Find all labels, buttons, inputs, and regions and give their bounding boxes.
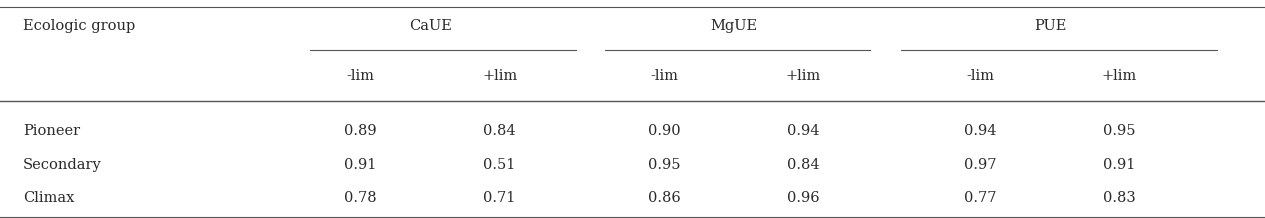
Text: 0.96: 0.96	[787, 191, 820, 205]
Text: 0.83: 0.83	[1103, 191, 1136, 205]
Text: PUE: PUE	[1034, 19, 1066, 33]
Text: Pioneer: Pioneer	[23, 124, 80, 138]
Text: +lim: +lim	[1102, 69, 1137, 83]
Text: +lim: +lim	[786, 69, 821, 83]
Text: -lim: -lim	[347, 69, 374, 83]
Text: +lim: +lim	[482, 69, 517, 83]
Text: 0.89: 0.89	[344, 124, 377, 138]
Text: 0.86: 0.86	[648, 191, 681, 205]
Text: 0.94: 0.94	[787, 124, 820, 138]
Text: 0.95: 0.95	[1103, 124, 1136, 138]
Text: 0.94: 0.94	[964, 124, 997, 138]
Text: 0.78: 0.78	[344, 191, 377, 205]
Text: CaUE: CaUE	[409, 19, 452, 33]
Text: 0.91: 0.91	[344, 158, 377, 172]
Text: Secondary: Secondary	[23, 158, 101, 172]
Text: Ecologic group: Ecologic group	[23, 19, 135, 33]
Text: 0.77: 0.77	[964, 191, 997, 205]
Text: MgUE: MgUE	[710, 19, 758, 33]
Text: 0.84: 0.84	[483, 124, 516, 138]
Text: 0.71: 0.71	[483, 191, 516, 205]
Text: 0.95: 0.95	[648, 158, 681, 172]
Text: 0.51: 0.51	[483, 158, 516, 172]
Text: 0.84: 0.84	[787, 158, 820, 172]
Text: 0.91: 0.91	[1103, 158, 1136, 172]
Text: 0.97: 0.97	[964, 158, 997, 172]
Text: Climax: Climax	[23, 191, 75, 205]
Text: 0.90: 0.90	[648, 124, 681, 138]
Text: -lim: -lim	[966, 69, 994, 83]
Text: -lim: -lim	[650, 69, 678, 83]
